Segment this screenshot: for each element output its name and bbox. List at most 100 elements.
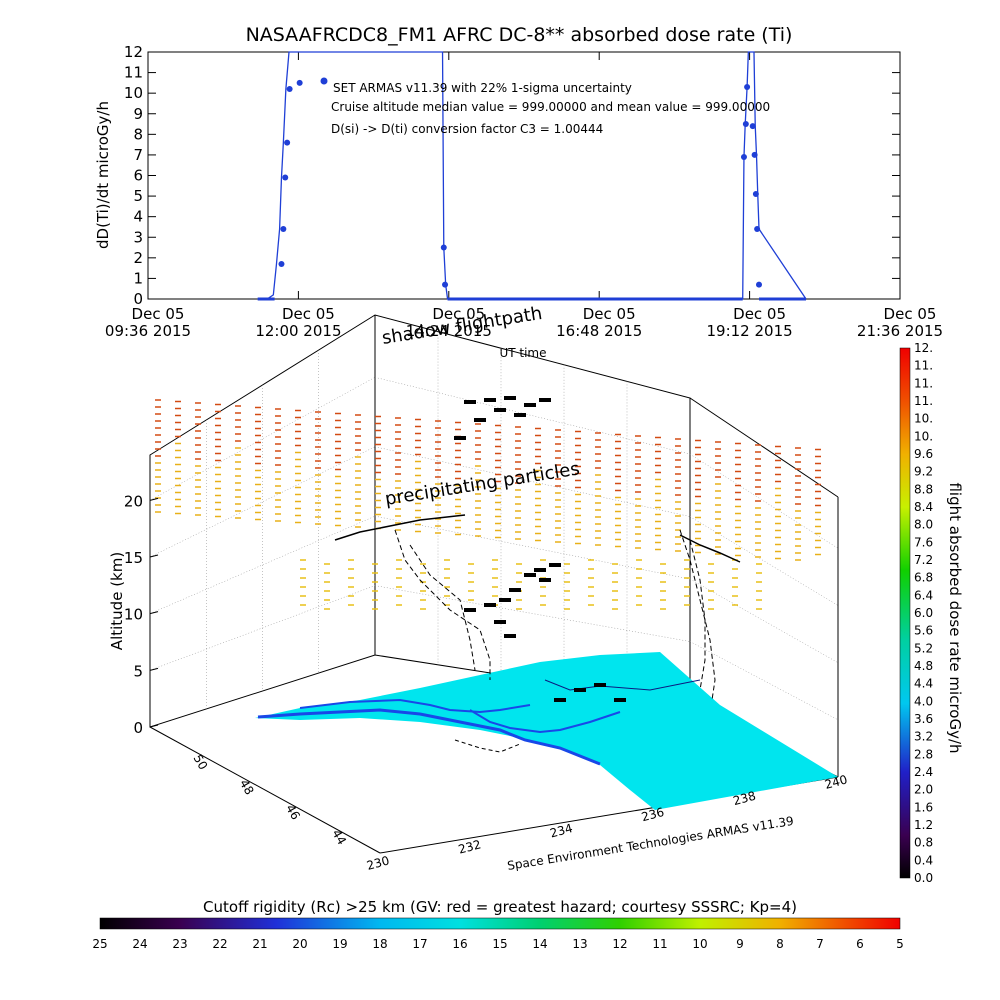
flight-data-point [484,398,496,402]
flight-data-point [494,408,506,412]
grid-line [149,585,376,671]
flight-data-point [494,620,506,624]
flight-data-point [484,603,496,607]
dose-colorbar-tick: 4.0 [914,694,933,708]
annotation-line-2: Cruise altitude median value = 999.00000… [331,100,770,114]
x-axis-label: UT time [499,346,546,360]
dose-colorbar-tick: 3.6 [914,712,933,726]
altitude-tick-label: 0 [133,719,143,737]
data-point [442,281,449,288]
altitude-tick-mark [149,611,159,615]
rigidity-colorbar-tick: 22 [212,937,227,951]
grid-line [374,585,691,642]
flight-data-point [464,400,476,404]
data-point [754,226,761,233]
rigidity-colorbar-tick: 16 [452,937,467,951]
flight-data-point [574,688,586,692]
flight-data-point [509,588,521,592]
dose-colorbar-ticks: 0.0 0.4 0.8 1.2 1.6 2.0 2.4 2.8 3.2 3.6 4.0 4.4 4.8 5… [914,341,933,885]
rigidity-colorbar-title: Cutoff rigidity (Rc) >25 km (GV: red = g… [203,898,797,916]
longitude-tick-label: 240 [823,772,849,791]
grid-line [374,377,691,455]
y-tick-label: 8 [133,125,143,143]
longitude-axis: 230 232 234 236 238 240 [365,772,849,872]
flight-data-points [454,396,626,702]
altitude-tick-mark [149,554,159,558]
rigidity-colorbar-tick: 25 [92,937,107,951]
shadow-flightpath-right-2 [689,539,706,691]
dose-colorbar: 0.0 0.4 0.8 1.2 1.6 2.0 2.4 2.8 3.2 3.6 4.0 4.4 4.8 5… [899,341,964,885]
rigidity-colorbar-ticks: 25 24 23 22 21 20 19 18 17 16 15 14 13 12 11 10 9 8 7 6 5 [92,937,903,951]
dose-colorbar-tick: 4.4 [914,677,933,691]
altitude-axis: 0 5 10 15 20 [124,492,159,737]
rigidity-colorbar-tick: 15 [492,937,507,951]
dose-colorbar-tick: 9.2 [914,465,933,479]
grid-line [374,515,691,580]
grid-line [149,377,376,501]
dose-colorbar-tick: 0.4 [914,853,933,867]
y-tick-label: 9 [133,105,143,123]
flight-data-point [504,634,516,638]
altitude-tick-mark [149,497,159,501]
x-tick-time: 21:36 2015 [857,322,943,340]
data-point [756,281,762,288]
dose-colorbar-tick: 0.8 [914,836,933,850]
flight-data-point [614,698,626,702]
data-point [751,151,758,158]
x-tick-time: 16:48 2015 [556,322,642,340]
flight-data-point [524,403,536,407]
annotation-line-1: SET ARMAS v11.39 with 22% 1-sigma uncert… [333,81,632,95]
y-tick-label: 1 [133,269,143,287]
particle-dashes [155,399,821,610]
dose-rate-chart: NASAAFRCDC8_FM1 AFRC DC-8** absorbed dos… [94,24,943,360]
longitude-tick-label: 230 [365,853,391,872]
altitude-tick-label: 15 [124,549,143,567]
data-point [278,261,285,268]
y-tick-label: 2 [133,249,143,267]
y-axis-label: dD(Ti)/dt microGy/h [94,101,112,249]
altitude-tick-mark [149,724,159,728]
flight-data-point [464,608,476,612]
longitude-tick-label: 238 [732,789,758,808]
dose-colorbar-label: flight absorbed dose rate microGy/h [946,482,964,753]
floor-left-edge [149,726,381,854]
data-point [744,83,751,90]
dose-colorbar-tick: 4.8 [914,659,933,673]
annotation-precipitating: precipitating particles [383,458,581,510]
data-point [286,86,293,93]
dose-colorbar-tick: 0.0 [914,871,933,885]
longitude-tick-label: 232 [457,837,483,856]
shadow-flightpath-left-2 [409,544,476,671]
rigidity-colorbar-tick: 11 [652,937,667,951]
top-right-edge [689,397,839,498]
dose-colorbar-tick: 10. [914,412,933,426]
data-point [296,79,303,86]
data-point [752,191,759,198]
rigidity-colorbar-gradient [99,917,901,930]
data-point [749,123,756,130]
flight-data-point [539,578,551,582]
data-point [280,226,287,233]
flight-data-point [534,568,546,572]
y-tick-label: 12 [124,43,143,61]
x-tick-date: Dec 05 [733,305,786,323]
dose-colorbar-tick: 5.6 [914,624,933,638]
rigidity-colorbar-tick: 17 [412,937,427,951]
rigidity-colorbar-tick: 8 [776,937,784,951]
dose-colorbar-tick: 8.0 [914,518,933,532]
data-point [740,153,747,160]
x-tick-date: Dec 05 [282,305,335,323]
dose-colorbar-tick: 2.0 [914,783,933,797]
dose-colorbar-tick: 10. [914,429,933,443]
grid-line [689,453,839,549]
flight-data-point [514,413,526,417]
rigidity-colorbar-tick: 24 [132,937,147,951]
rigidity-colorbar-tick: 21 [252,937,267,951]
y-tick-label: 4 [133,208,143,226]
y-tick-label: 5 [133,187,143,205]
dose-colorbar-tick: 6.8 [914,571,933,585]
rigidity-colorbar-tick: 23 [172,937,187,951]
